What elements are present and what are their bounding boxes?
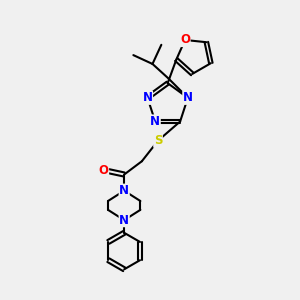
Text: N: N <box>119 214 129 227</box>
Text: O: O <box>180 34 190 46</box>
Text: N: N <box>183 91 193 104</box>
Text: N: N <box>142 91 152 104</box>
Text: N: N <box>150 115 160 128</box>
Text: S: S <box>154 134 162 147</box>
Text: O: O <box>99 164 109 177</box>
Text: N: N <box>119 184 129 197</box>
